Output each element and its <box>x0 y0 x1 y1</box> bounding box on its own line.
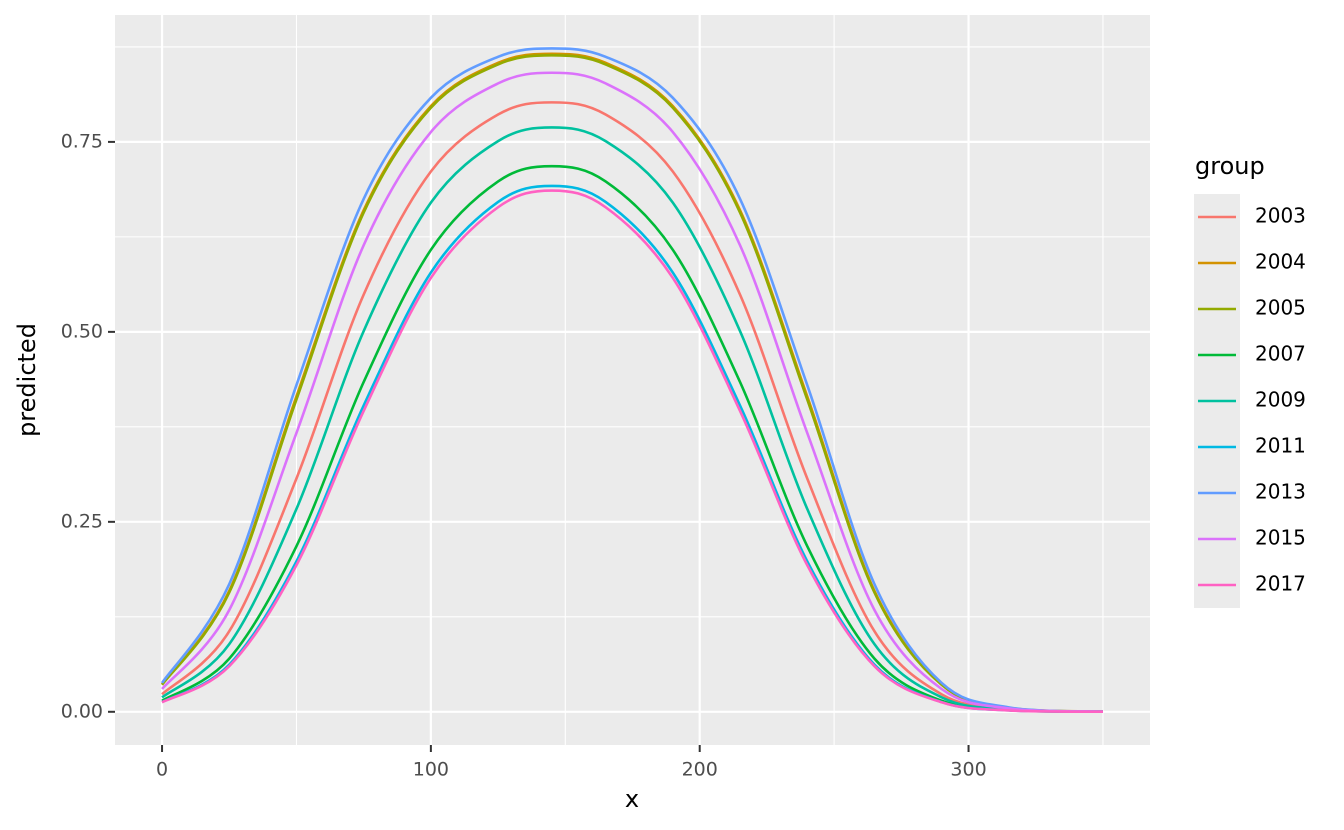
line <box>161 189 1103 714</box>
y-tick-label: 0.25 <box>61 510 103 532</box>
x-axis-title: x <box>625 785 639 813</box>
x-tick-label: 100 <box>413 759 449 781</box>
line <box>161 71 1103 713</box>
y-axis-title: predicted <box>13 323 41 437</box>
legend-label: 2017 <box>1255 572 1306 596</box>
y-tick-label: 0.50 <box>61 320 103 342</box>
panel <box>115 15 1150 745</box>
line <box>160 47 1104 713</box>
line <box>160 53 1104 713</box>
line <box>161 164 1103 714</box>
axes: 0 100 200 300 0.00 0.25 0.50 0.75 <box>61 130 987 780</box>
x-tick-label: 0 <box>156 759 168 781</box>
y-tick-label: 0.75 <box>61 130 103 152</box>
legend-label: 2015 <box>1255 526 1306 550</box>
legend-label: 2011 <box>1255 434 1306 458</box>
legend-label: 2007 <box>1255 342 1306 366</box>
legend-label: 2013 <box>1255 480 1306 504</box>
legend: 2003 2004 2005 2007 2009 2011 2013 2015 2017 <box>1194 194 1306 608</box>
legend-label: 2005 <box>1255 296 1306 320</box>
x-tick-label: 200 <box>682 759 718 781</box>
legend-label: 2004 <box>1255 250 1306 274</box>
legend-label: 2003 <box>1255 204 1306 228</box>
legend-title: group <box>1195 152 1265 180</box>
y-tick-label: 0.00 <box>61 700 103 722</box>
lines <box>160 47 1104 714</box>
x-tick-label: 300 <box>950 759 986 781</box>
line <box>161 101 1103 714</box>
legend-label: 2009 <box>1255 388 1306 412</box>
line <box>161 126 1103 714</box>
